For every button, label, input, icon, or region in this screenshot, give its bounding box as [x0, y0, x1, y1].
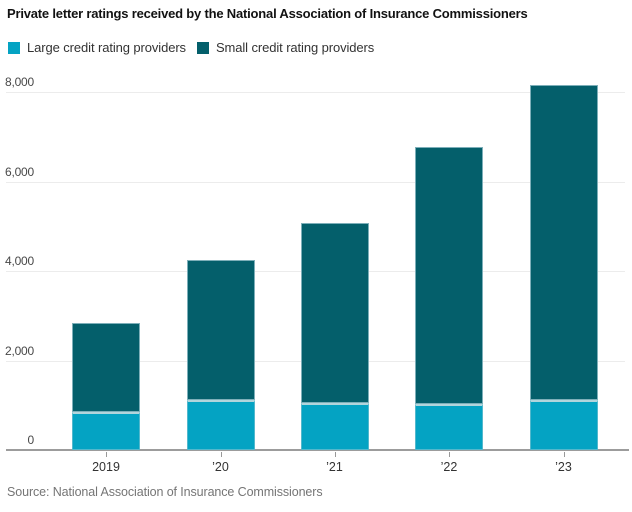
- y-axis-label-2000: 2,000: [4, 343, 34, 358]
- legend: Large credit rating providers Small cred…: [8, 40, 374, 55]
- bar-segment-large-22: [415, 403, 483, 450]
- legend-item-small: Small credit rating providers: [196, 40, 375, 55]
- chart-title: Private letter ratings received by the N…: [7, 6, 528, 21]
- x-axis-line: [6, 449, 629, 451]
- bar-segment-small-22: [415, 146, 483, 404]
- x-tick-3: [449, 452, 450, 457]
- source-note: Source: National Association of Insuranc…: [7, 485, 323, 499]
- x-axis-label-1: ’20: [212, 460, 229, 474]
- x-axis-label-4: ’23: [555, 460, 572, 474]
- bar-segment-small-21: [300, 222, 369, 403]
- legend-label-large: Large credit rating providers: [27, 40, 186, 55]
- x-axis-label-2: ’21: [326, 460, 343, 474]
- x-axis-label-0: 2019: [92, 460, 120, 474]
- bar-segment-small-23: [529, 84, 598, 401]
- gridline-6000: [6, 181, 625, 183]
- gridline-8000: [6, 92, 625, 93]
- legend-label-small: Small credit rating providers: [215, 40, 375, 55]
- x-tick-1: [220, 452, 222, 457]
- x-tick-4: [563, 452, 565, 457]
- y-axis-label-4000: 4,000: [4, 254, 34, 268]
- bar-segment-large-20: [186, 400, 255, 450]
- x-tick-2: [334, 452, 336, 457]
- bar-segment-large-2019: [72, 412, 140, 450]
- y-axis-label-8000: 8,000: [4, 75, 34, 89]
- x-axis-label-3: ’22: [440, 460, 458, 474]
- bar-segment-large-21: [300, 403, 369, 450]
- legend-item-large: Large credit rating providers: [8, 40, 186, 55]
- bar-segment-small-20: [186, 260, 255, 401]
- bar-segment-large-23: [529, 400, 598, 450]
- y-axis-label-6000: 6,000: [4, 164, 34, 179]
- y-axis-label-0: 0: [27, 433, 35, 447]
- legend-swatch-large: [8, 41, 20, 54]
- legend-swatch-small: [196, 41, 209, 54]
- bar-segment-small-2019: [72, 323, 140, 412]
- x-tick-0: [106, 452, 107, 457]
